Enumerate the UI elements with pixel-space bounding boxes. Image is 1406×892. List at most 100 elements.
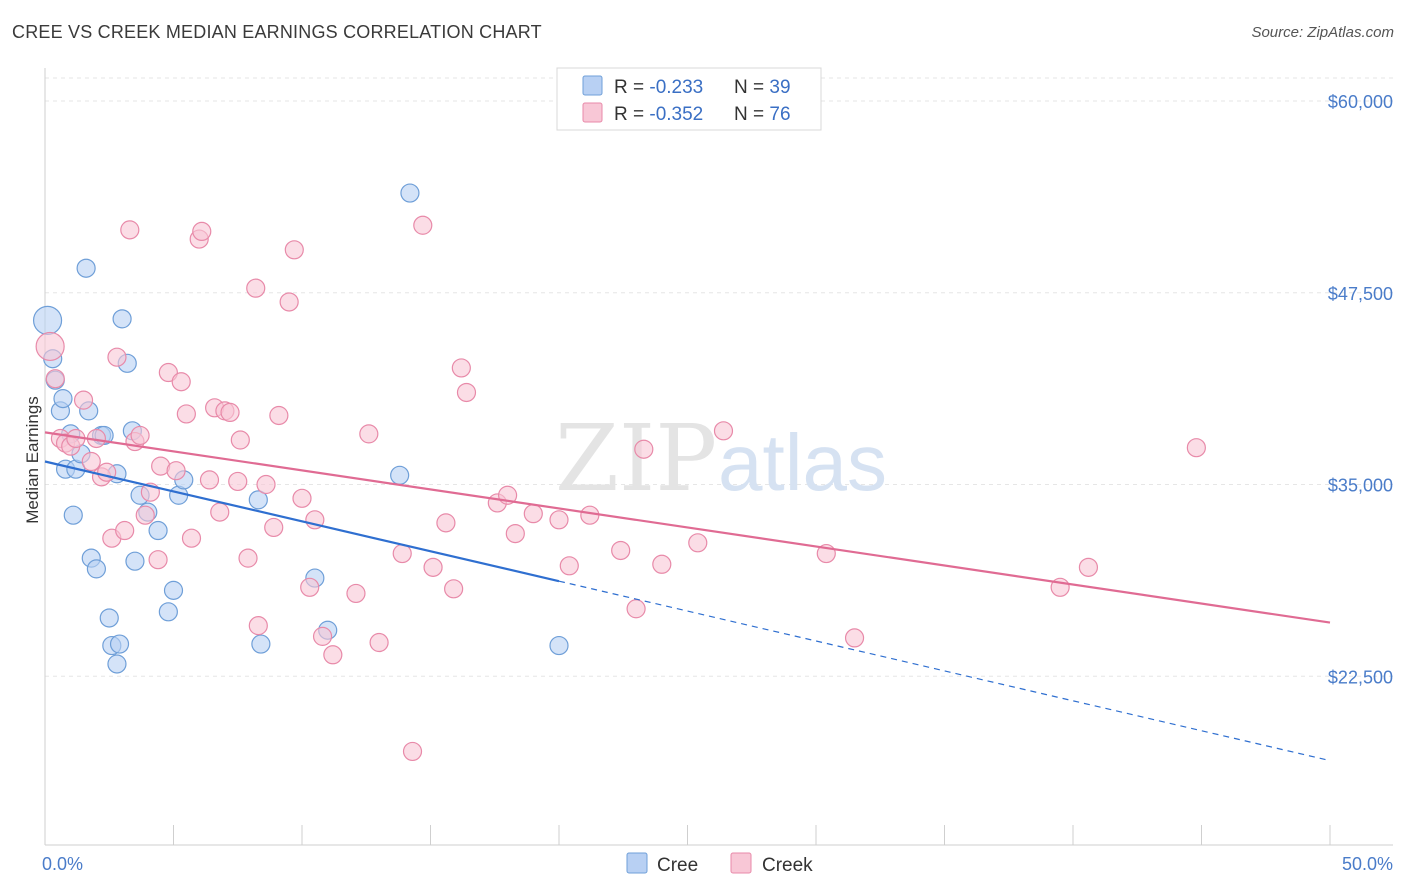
x-tick-label: 0.0% [42,854,83,874]
creek-point [1186,438,1206,458]
creek-point [611,540,631,561]
trend-lines [44,431,1331,762]
creek-point [181,528,202,548]
cree-point [32,305,63,335]
creek-point [73,390,94,410]
cree-point [251,634,271,654]
creek-point [230,430,250,450]
legend: R = -0.233 N = 39 R = -0.352 N = 76 [556,67,822,131]
y-tick-label: $22,500 [1328,667,1393,687]
creek-point [120,220,140,240]
y-tick-label: $35,000 [1328,476,1393,496]
creek-point [444,579,464,599]
cree-point [86,559,107,579]
bottom-legend-swatch-creek [730,852,752,874]
creek-point [323,645,343,665]
bottom-legend: Cree Creek [626,852,813,876]
legend-r-label: R = [614,77,649,98]
cree-point [107,654,127,674]
y-tick-label: $47,500 [1328,284,1393,304]
legend-n-label: N = [734,104,769,125]
cree-point [76,258,96,278]
legend-r-value: -0.352 [649,104,703,125]
creek-point [166,461,186,481]
creek-point [248,616,268,636]
creek-point [148,550,168,570]
legend-swatch-cree [582,75,603,96]
creek-point [451,358,471,378]
creek-point [135,505,155,525]
creek-point [369,632,389,653]
creek-point [634,439,654,459]
creek-point [549,510,569,530]
creek-point [45,369,65,389]
creek-point [312,626,333,646]
creek-point [220,402,240,423]
creek-point [35,331,65,362]
legend-n-label: N = [734,77,769,98]
creek-point [81,451,101,472]
cree-point [53,389,73,409]
cree-point [99,608,119,628]
creek-point [269,405,289,426]
y-axis-label: Median Earnings [23,396,42,524]
source-credit: Source: ZipAtlas.com [1251,24,1394,41]
cree-point [158,602,178,622]
creek-point [359,424,379,444]
creek-point [171,372,191,392]
legend-r-label: R = [614,104,649,125]
creek-point [436,513,456,533]
creek-point [264,517,284,538]
creek-point [300,577,320,597]
creek-point [256,474,276,495]
cree-point [549,635,569,656]
cree-point [400,183,420,203]
x-tick-label: 50.0% [1342,854,1393,874]
creek-point [97,462,117,482]
creek-point [292,488,312,508]
creek-point [523,504,543,524]
legend-n-value: 39 [769,77,790,98]
creek-point [1078,557,1099,577]
cree-point [163,580,184,600]
creek-point [192,221,212,241]
creek-point [402,741,423,762]
legend-row-creek-n: N = 76 [734,104,791,125]
legend-row-creek: R = -0.352 [614,104,703,125]
creek-point [238,548,258,568]
creek-point [228,471,248,492]
grid-lines [45,77,1393,677]
creek-point [844,628,865,648]
watermark-zip: ZIP [555,405,717,512]
creek-point [130,425,150,446]
creek-point [423,557,443,577]
cree-point [63,505,83,525]
creek-point [626,599,646,619]
creek-point [346,583,366,604]
cree-point [148,520,168,541]
creek-point [652,554,672,574]
cree-point [248,490,268,510]
creek-point [246,278,266,298]
creek-point [505,523,525,544]
creek-point [284,240,304,260]
y-tick-label: $60,000 [1328,92,1393,112]
bottom-legend-label-creek: Creek [762,855,813,876]
creek-point [107,347,127,367]
cree-point [125,551,145,571]
creek-point [456,382,477,403]
creek-point [199,470,220,490]
cree-point [109,634,130,654]
cree-point [112,309,132,329]
creek-trend-line [44,431,1331,624]
x-tick-labels: 0.0% 50.0% [42,854,1393,874]
creek-point [688,533,708,553]
series-cree-points [32,183,569,674]
cree-point [390,465,410,485]
cree-trend-line-extension [558,580,1331,762]
legend-r-value: -0.233 [649,77,703,98]
creek-point [559,556,579,576]
creek-point [176,404,196,424]
axes [44,68,1393,846]
